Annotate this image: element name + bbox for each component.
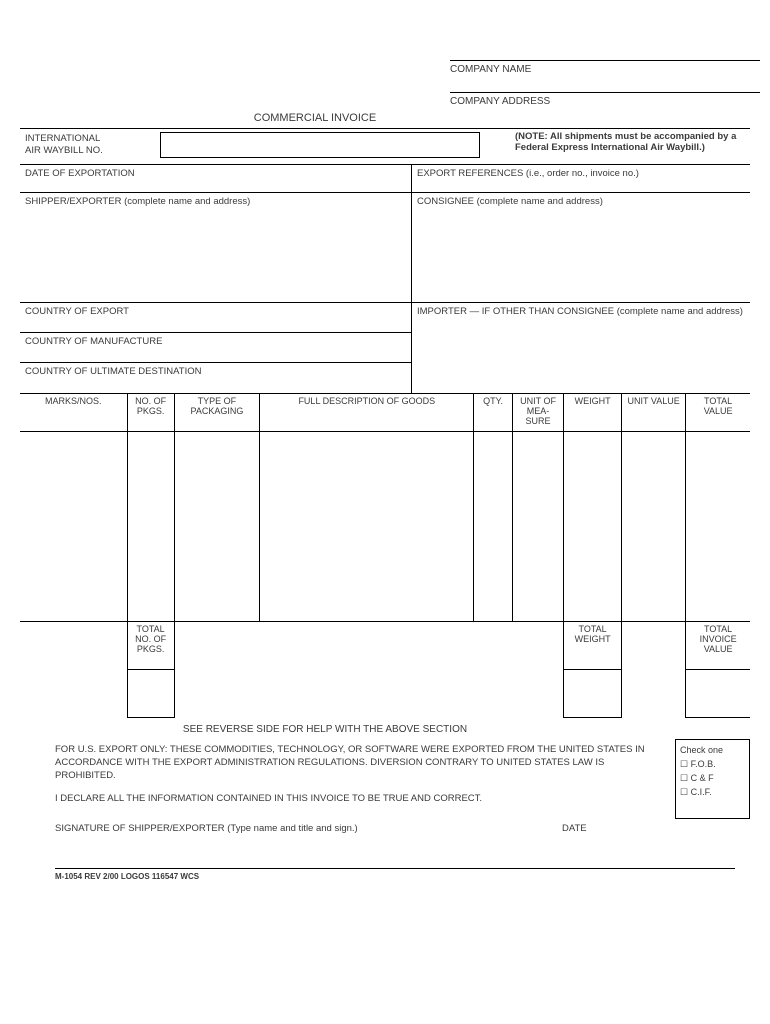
total-pkgs-input[interactable] [127, 670, 174, 718]
importer-field[interactable]: IMPORTER — IF OTHER THAN CONSIGNEE (comp… [412, 303, 750, 393]
goods-table: MARKS/NOS. NO. OF PKGS. TYPE OF PACKAGIN… [20, 393, 750, 718]
total-pkgs-label: TOTAL NO. OF PKGS. [127, 622, 174, 670]
consignee-field[interactable]: CONSIGNEE (complete name and address) [412, 193, 750, 303]
waybill-label: INTERNATIONAL AIR WAYBILL NO. [25, 133, 103, 157]
col-qty: QTY. [474, 394, 513, 432]
col-description: FULL DESCRIPTION OF GOODS [260, 394, 474, 432]
export-notice: FOR U.S. EXPORT ONLY: THESE COMMODITIES,… [55, 743, 667, 782]
company-name-line[interactable]: COMPANY NAME [450, 60, 760, 92]
col-unit-value: UNIT VALUE [622, 394, 686, 432]
total-weight-label: TOTAL WEIGHT [564, 622, 622, 670]
check-one-box: Check one F.O.B. C & F C.I.F. [675, 739, 750, 819]
checkbox-cif[interactable]: C.I.F. [680, 785, 745, 799]
total-invoice-label: TOTAL INVOICE VALUE [686, 622, 750, 670]
date-of-exportation-field[interactable]: DATE OF EXPORTATION [20, 165, 411, 193]
col-total-value: TOTAL VALUE [686, 394, 750, 432]
export-references-field[interactable]: EXPORT REFERENCES (i.e., order no., invo… [412, 165, 750, 193]
col-weight: WEIGHT [564, 394, 622, 432]
date-label: DATE [562, 823, 742, 834]
company-name-label: COMPANY NAME [450, 64, 531, 75]
checkbox-fob[interactable]: F.O.B. [680, 757, 745, 771]
table-body-row[interactable] [20, 432, 750, 622]
col-marks: MARKS/NOS. [20, 394, 127, 432]
waybill-input[interactable] [160, 132, 480, 158]
form-title: COMMERCIAL INVOICE [0, 112, 750, 124]
col-uom: UNIT OF MEA-SURE [512, 394, 563, 432]
col-packaging: TYPE OF PACKAGING [174, 394, 260, 432]
total-invoice-input[interactable] [686, 670, 750, 718]
country-manufacture-field[interactable]: COUNTRY OF MANUFACTURE [20, 333, 411, 363]
country-export-field[interactable]: COUNTRY OF EXPORT [20, 303, 411, 333]
table-totals-row: TOTAL NO. OF PKGS. TOTAL WEIGHT TOTAL IN… [20, 622, 750, 670]
check-one-title: Check one [680, 743, 745, 757]
declaration-text: I DECLARE ALL THE INFORMATION CONTAINED … [55, 792, 667, 805]
signature-label: SIGNATURE OF SHIPPER/EXPORTER (Type name… [55, 823, 562, 834]
col-pkgs: NO. OF PKGS. [127, 394, 174, 432]
table-header-row: MARKS/NOS. NO. OF PKGS. TYPE OF PACKAGIN… [20, 394, 750, 432]
shipper-exporter-field[interactable]: SHIPPER/EXPORTER (complete name and addr… [20, 193, 411, 303]
waybill-note: (NOTE: All shipments must be accompanied… [515, 131, 750, 153]
help-text: SEE REVERSE SIDE FOR HELP WITH THE ABOVE… [0, 718, 750, 737]
company-address-label: COMPANY ADDRESS [450, 96, 550, 107]
table-totals-input-row[interactable] [20, 670, 750, 718]
country-destination-field[interactable]: COUNTRY OF ULTIMATE DESTINATION [20, 363, 411, 393]
footer-text: M-1054 REV 2/00 LOGOS 116547 WCS [20, 869, 750, 881]
total-weight-input[interactable] [564, 670, 622, 718]
checkbox-cf[interactable]: C & F [680, 771, 745, 785]
